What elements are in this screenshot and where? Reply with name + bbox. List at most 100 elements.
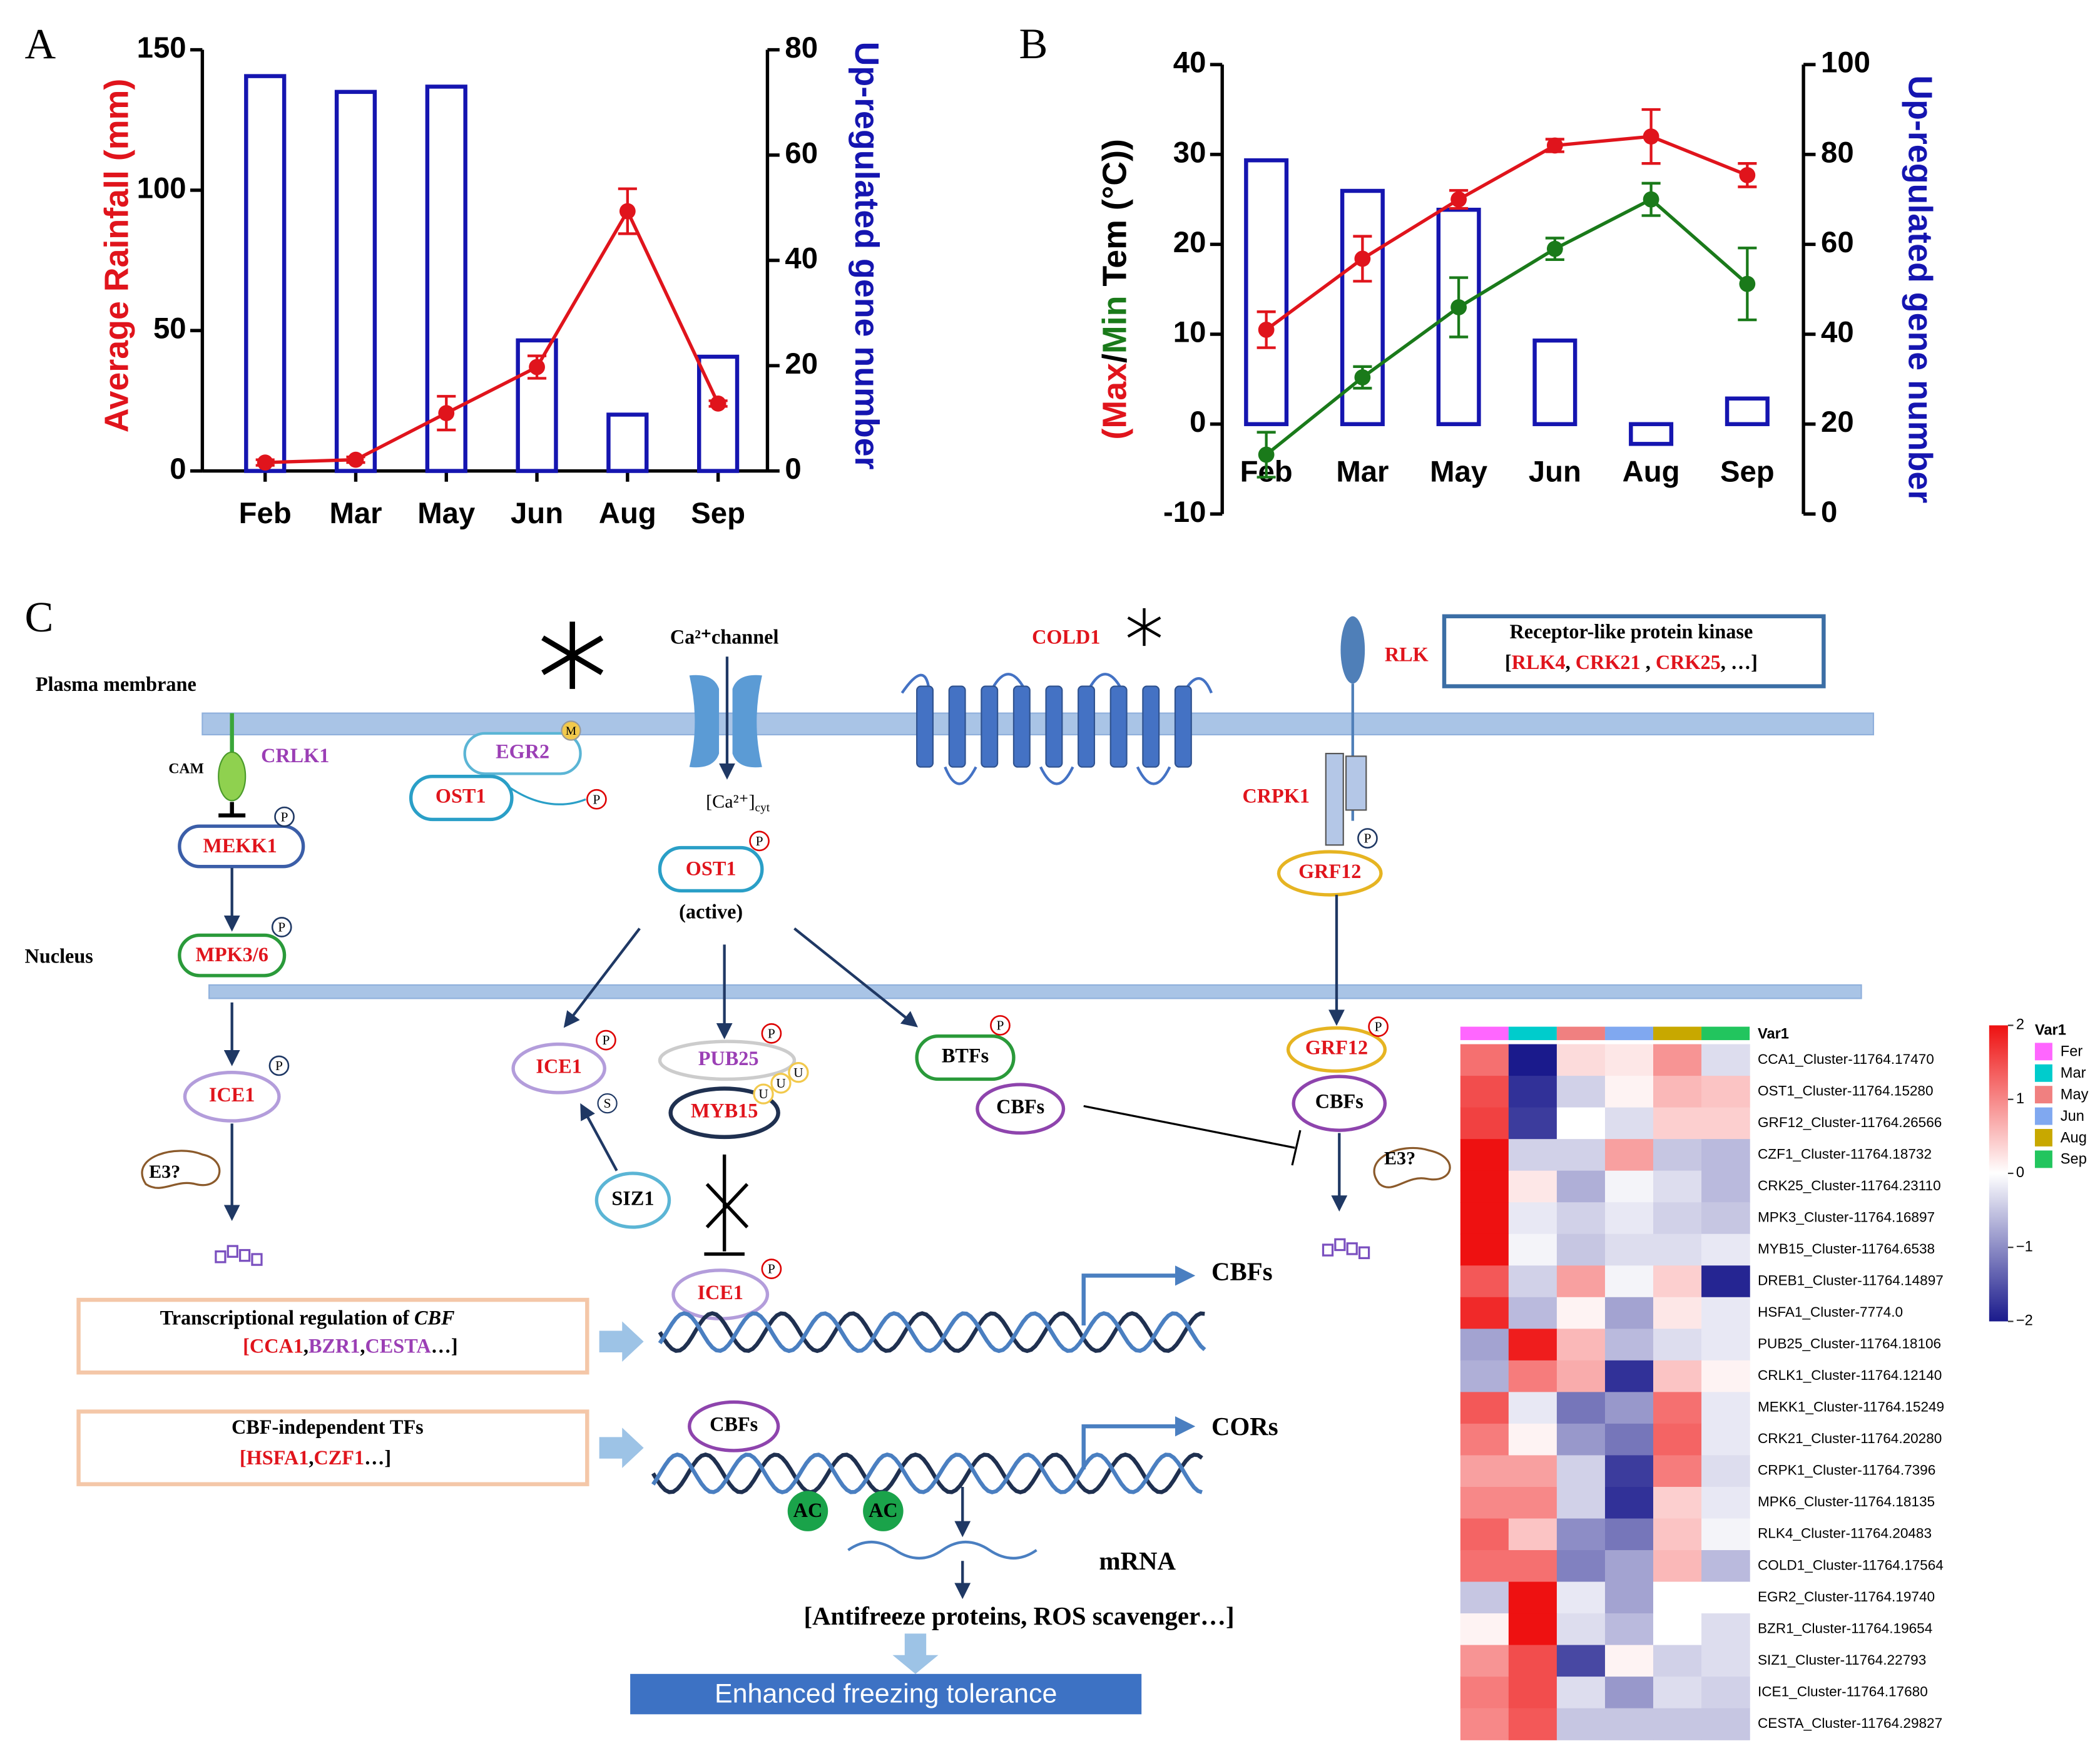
- cell: [1556, 1360, 1606, 1393]
- point: [1546, 137, 1563, 154]
- cell: [1508, 1202, 1557, 1235]
- arrow: [599, 1321, 644, 1362]
- dna-strand: [658, 1311, 1206, 1354]
- cell: [1460, 1076, 1509, 1108]
- panel-label: A: [25, 20, 56, 68]
- line: [1265, 197, 1749, 456]
- cell: [1508, 1170, 1557, 1203]
- phosphorylation-marks: P P P P P P P P P P P: [268, 789, 1389, 1279]
- link: [508, 786, 586, 805]
- row-label: CRK21_Cluster-11764.20280: [1758, 1431, 1942, 1446]
- arrow: [563, 927, 641, 1028]
- cell: [1556, 1645, 1606, 1677]
- y-tick-label: 50: [153, 312, 186, 345]
- cell: [1653, 1392, 1702, 1424]
- cell: [1460, 1044, 1509, 1076]
- x-tick-label: Jun: [511, 497, 563, 530]
- cell: [1460, 1139, 1509, 1172]
- cell: [1460, 1613, 1509, 1646]
- modification: [597, 1093, 618, 1114]
- node: [594, 1172, 671, 1229]
- legend-label: Jun: [2061, 1108, 2084, 1125]
- box: [76, 1297, 589, 1375]
- cbfs: CBFs: [1315, 1090, 1363, 1113]
- cell: [1460, 1581, 1509, 1614]
- line: [265, 207, 720, 464]
- point: [1546, 240, 1563, 257]
- cell: [1460, 1360, 1509, 1393]
- cell: [1701, 1233, 1750, 1266]
- phospho-circle: [761, 1023, 782, 1044]
- cell: [1604, 1044, 1654, 1076]
- cell: [1508, 1360, 1557, 1393]
- annotation-cell: [1460, 1026, 1509, 1041]
- cell: [1556, 1170, 1606, 1203]
- text: ,: [308, 1446, 313, 1469]
- outcome: Enhanced freezing tolerance: [715, 1679, 1057, 1709]
- siz1: SIZ1: [611, 1187, 654, 1209]
- text: [: [1505, 651, 1512, 674]
- cell: [1508, 1329, 1557, 1361]
- x-tick-label: Aug: [1623, 455, 1680, 488]
- cell: [1701, 1645, 1750, 1677]
- cell: [1604, 1392, 1654, 1424]
- cell: [1508, 1044, 1557, 1076]
- point: [257, 454, 273, 471]
- point: [1258, 322, 1275, 338]
- legend-swatch: [2034, 1043, 2052, 1061]
- cell: [1701, 1455, 1750, 1488]
- nuclear-membrane: [208, 984, 1862, 999]
- row-label: MYB15_Cluster-11764.6538: [1758, 1241, 1935, 1257]
- btfs: BTFs: [942, 1044, 989, 1066]
- cell: [1556, 1455, 1606, 1488]
- cell: [1653, 1329, 1702, 1361]
- colorbar: [1989, 1025, 2008, 1322]
- cell: [1604, 1360, 1654, 1393]
- cell: [1508, 1708, 1557, 1740]
- grf12: GRF12: [1298, 860, 1361, 882]
- legend-swatch: [2034, 1150, 2052, 1168]
- cell: [1653, 1613, 1702, 1646]
- phospho-circle: [990, 1015, 1011, 1036]
- cell: [1508, 1645, 1557, 1677]
- cell: [1460, 1677, 1509, 1709]
- cell: [1556, 1423, 1606, 1456]
- cell: [1556, 1518, 1606, 1551]
- chart: A 0 50 100 150 0 20 40 60 80 Feb Mar May Jun Aug Sep Ave…: [25, 20, 886, 530]
- ice1: ICE1: [536, 1055, 581, 1078]
- cell: [1604, 1486, 1654, 1519]
- y-tick-label: 30: [1173, 136, 1206, 169]
- p-label: P: [996, 1018, 1004, 1033]
- node: [511, 1042, 606, 1095]
- arrow: [793, 927, 919, 1028]
- cell: [1556, 1677, 1606, 1709]
- point: [1739, 166, 1756, 183]
- cell: [1460, 1297, 1509, 1329]
- s-label: S: [604, 1096, 611, 1111]
- grf12: GRF12: [1305, 1036, 1368, 1059]
- legend-swatch: [2034, 1086, 2052, 1104]
- dna: [651, 1311, 1206, 1494]
- cell: [1604, 1233, 1654, 1266]
- products: [Antifreeze proteins, ROS scavenger…]: [803, 1602, 1234, 1630]
- cell: [1556, 1297, 1606, 1329]
- u-label: U: [758, 1086, 768, 1101]
- annotation-cell: [1604, 1026, 1654, 1041]
- rlk: [1340, 616, 1365, 684]
- cell: [1508, 1486, 1557, 1519]
- y2-axis-label: Up-regulated gene number: [848, 42, 885, 470]
- gene: CRK25: [1656, 651, 1721, 674]
- cell: [1508, 1139, 1557, 1172]
- cell: [1653, 1076, 1702, 1108]
- gene: CCA1: [250, 1335, 303, 1357]
- gene: CESTA: [365, 1335, 431, 1357]
- p-label: P: [593, 792, 600, 807]
- y-tick-label: 10: [1173, 316, 1206, 349]
- row-label: GRF12_Cluster-11764.26566: [1758, 1115, 1942, 1130]
- cell: [1556, 1329, 1606, 1361]
- box: [76, 1409, 589, 1486]
- cell: [1460, 1170, 1509, 1203]
- cell: [1460, 1486, 1509, 1519]
- point: [1643, 128, 1659, 145]
- channel: [689, 675, 720, 768]
